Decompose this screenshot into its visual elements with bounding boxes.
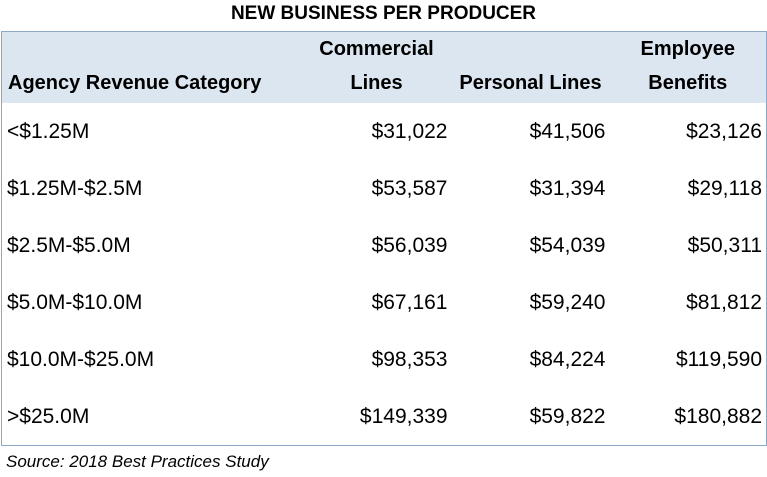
table-body: <$1.25M $31,022 $41,506 $23,126 $1.25M-$2.5M… [2, 103, 767, 446]
value-cell: $53,587 [371, 176, 448, 200]
value-cell: $59,240 [529, 290, 606, 314]
category-cell: $5.0M-$10.0M [7, 290, 143, 314]
category-cell: $2.5M-$5.0M [7, 233, 131, 257]
value-cell: $98,353 [371, 347, 448, 371]
table: Agency Revenue Category Commercial Lines P… [1, 31, 767, 446]
category-cell: <$1.25M [7, 119, 90, 143]
value-cell: $84,224 [529, 347, 606, 371]
value-cell: $67,161 [371, 290, 448, 314]
header-row: Agency Revenue Category Commercial Lines P… [1, 31, 767, 103]
value-cell: $31,022 [371, 119, 448, 143]
table-row: $2.5M-$5.0M $56,039 $54,039 $50,311 [2, 217, 767, 274]
category-cell: $10.0M-$25.0M [7, 347, 155, 371]
value-cell: $149,339 [359, 404, 448, 428]
value-cell: $29,118 [687, 176, 762, 200]
value-cell: $50,311 [687, 233, 762, 257]
title: NEW BUSINESS PER PRODUCER [230, 3, 537, 24]
value-cell: $56,039 [371, 233, 448, 257]
category-cell: >$25.0M [7, 404, 90, 428]
value-cell: $81,812 [686, 290, 762, 314]
column-header: Commercial Lines [301, 31, 452, 103]
value-cell: $180,882 [674, 404, 762, 428]
table-row: $5.0M-$10.0M $67,161 $59,240 $81,812 [2, 274, 767, 331]
column-header: Agency Revenue Category [1, 31, 302, 103]
category-cell: $1.25M-$2.5M [7, 176, 143, 200]
table-row: $10.0M-$25.0M $98,353 $84,224 $119,590 [2, 331, 767, 388]
value-cell: $54,039 [529, 233, 606, 257]
value-cell: $23,126 [686, 119, 762, 143]
value-cell: $31,394 [529, 176, 606, 200]
table-row: $1.25M-$2.5M $53,587 $31,394 $29,118 [2, 160, 767, 217]
value-cell: $59,822 [529, 404, 606, 428]
column-header: Employee Benefits [609, 31, 767, 103]
value-cell: $41,506 [529, 119, 606, 143]
source-note: Source: 2018 Best Practices Study [6, 452, 269, 471]
table-row: <$1.25M $31,022 $41,506 $23,126 [2, 103, 767, 160]
table-row: >$25.0M $149,339 $59,822 $180,882 [2, 388, 767, 446]
column-header: Personal Lines [451, 31, 610, 103]
value-cell: $119,590 [675, 347, 762, 371]
